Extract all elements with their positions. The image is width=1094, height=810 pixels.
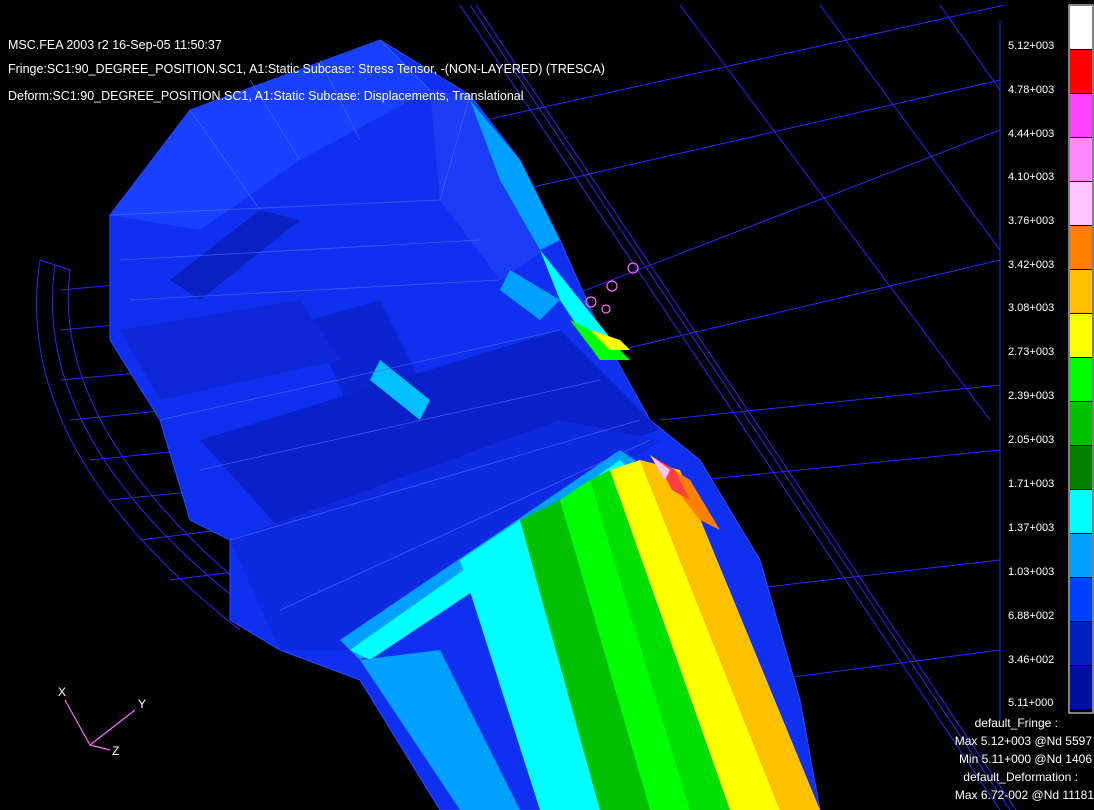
footer-fringe-label: default_Fringe : (974, 716, 1058, 730)
legend-swatch-1 (1070, 94, 1092, 137)
legend-tick-13: 6.88+002 (1008, 610, 1055, 622)
header-fringe: Fringe:SC1:90_DEGREE_POSITION.SC1, A1:St… (8, 62, 605, 76)
triad-z-label: Z (112, 744, 120, 758)
header-title: MSC.FEA 2003 r2 16-Sep-05 11:50:37 (8, 38, 222, 52)
legend-tick-15: 5.11+000 (1008, 697, 1054, 709)
footer-fringe-max: Max 5.12+003 @Nd 5597 (954, 734, 1092, 748)
legend-tick-0: 5.12+003 (1008, 40, 1055, 52)
legend-tick-12: 1.03+003 (1008, 566, 1055, 578)
legend-swatch-3 (1070, 182, 1092, 225)
legend-swatch-6 (1070, 314, 1092, 357)
coordinate-triad (64, 699, 136, 751)
legend-tick-11: 1.37+003 (1008, 522, 1055, 534)
legend-tick-6: 3.08+003 (1008, 302, 1055, 314)
header-deform: Deform:SC1:90_DEGREE_POSITION.SC1, A1:St… (8, 89, 524, 103)
triad-x-label: X (58, 685, 67, 699)
legend-swatch-13 (1070, 622, 1092, 665)
part-body (109, 39, 821, 810)
legend-tick-2: 4.44+003 (1008, 128, 1055, 140)
legend-swatch-0 (1070, 50, 1092, 93)
legend-swatch-10 (1070, 490, 1092, 533)
footer-deform-max: Max 6.72-002 @Nd 11181 (954, 788, 1094, 802)
triad-y-label: Y (138, 697, 147, 711)
legend-swatch-8 (1070, 402, 1092, 445)
legend-tick-8: 2.39+003 (1008, 390, 1055, 402)
wireframe-grid (439, 4, 1017, 810)
footer-deform-label: default_Deformation : (963, 770, 1078, 784)
footer-fringe-min: Min 5.11+000 @Nd 1406 (958, 752, 1092, 766)
node-markers (585, 262, 639, 314)
legend-swatch-9 (1070, 446, 1092, 489)
legend-swatch-4 (1070, 226, 1092, 269)
legend-tick-3: 4.10+003 (1008, 171, 1055, 183)
legend-tick-10: 1.71+003 (1008, 478, 1055, 490)
legend-swatch-7 (1070, 358, 1092, 401)
legend-swatch-top (1070, 6, 1092, 49)
legend-swatch-11 (1070, 534, 1092, 577)
legend-tick-1: 4.78+003 (1008, 84, 1055, 96)
legend-swatch-12 (1070, 578, 1092, 621)
legend-tick-4: 3.76+003 (1008, 215, 1055, 227)
legend-frame (1068, 4, 1094, 714)
legend-swatch-5 (1070, 270, 1092, 313)
legend-tick-7: 2.73+003 (1008, 346, 1055, 358)
legend-tick-9: 2.05+003 (1008, 434, 1055, 446)
legend-tick-5: 3.42+003 (1008, 259, 1055, 271)
legend-swatch-14 (1070, 666, 1092, 709)
part-mesh (109, 39, 651, 611)
legend-tick-14: 3.46+002 (1008, 654, 1055, 666)
legend-swatch-2 (1070, 138, 1092, 181)
